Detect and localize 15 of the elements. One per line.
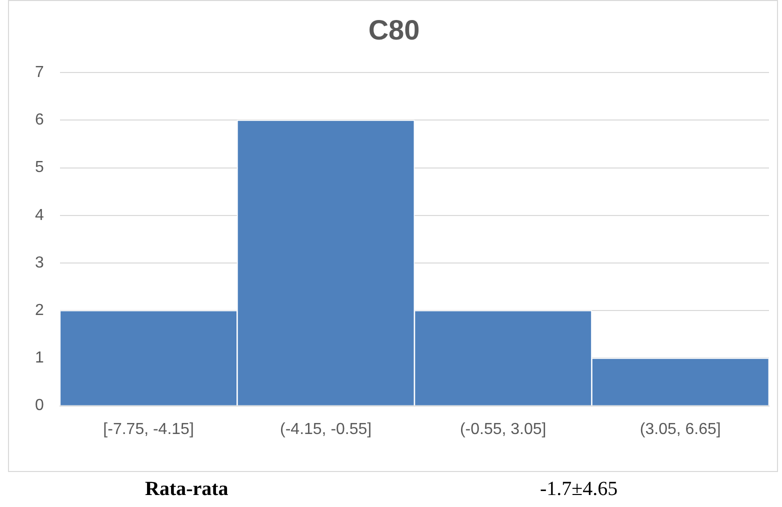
x-tick-label: (-0.55, 3.05] xyxy=(460,420,546,438)
y-tick-label: 3 xyxy=(34,254,44,272)
y-tick-label: 1 xyxy=(34,350,44,367)
y-tick-label: 0 xyxy=(34,397,44,414)
text: Rata-rata xyxy=(145,478,228,501)
x-tick-label: (3.05, 6.65] xyxy=(640,420,721,438)
y-tick-label: 4 xyxy=(34,206,44,224)
y-tick-label: 7 xyxy=(34,64,44,82)
x-tick-label: [-7.75, -4.15] xyxy=(103,420,194,438)
chart-title: C80 xyxy=(368,14,420,46)
y-tick-label: 2 xyxy=(34,302,44,320)
text: -1.7±4.65 xyxy=(540,478,618,501)
y-tick-label: 6 xyxy=(34,112,44,129)
x-tick-label: (-4.15, -0.55] xyxy=(280,420,372,438)
y-tick-label: 5 xyxy=(34,159,44,176)
